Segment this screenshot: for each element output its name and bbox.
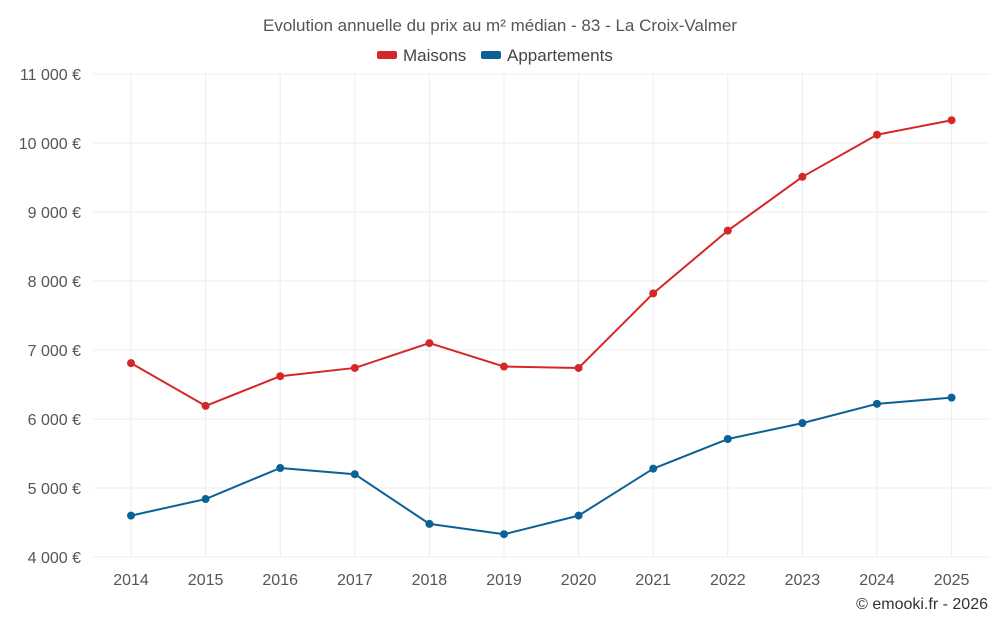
data-point-appartements[interactable] (947, 393, 956, 402)
data-point-maisons[interactable] (201, 401, 210, 410)
data-point-appartements[interactable] (276, 463, 285, 472)
data-point-appartements[interactable] (500, 530, 508, 539)
y-tick-label: 9 000 € (28, 205, 81, 222)
x-tick-label: 2015 (188, 572, 224, 589)
x-axis: 2014 2015 2016 2017 2018 2019 2020 2021 2022 2023… (113, 572, 969, 589)
x-tick-label: 2016 (262, 572, 298, 589)
legend-label-maisons[interactable]: Maisons (403, 46, 466, 65)
data-point-appartements[interactable] (798, 419, 807, 428)
data-point-appartements[interactable] (201, 495, 210, 504)
legend-swatch-appartements (481, 51, 501, 59)
x-tick-label: 2019 (486, 572, 522, 589)
data-point-appartements[interactable] (425, 519, 434, 528)
x-tick-label: 2025 (934, 572, 970, 589)
series-line-maisons (130, 119, 952, 407)
x-tick-label: 2023 (785, 572, 821, 589)
x-tick-label: 2022 (710, 572, 746, 589)
x-tick-label: 2021 (635, 572, 671, 589)
legend: Maisons Appartements (377, 46, 613, 65)
x-tick-label: 2020 (561, 572, 597, 589)
y-tick-label: 8 000 € (28, 274, 81, 291)
x-tick-label: 2014 (113, 572, 149, 589)
data-point-appartements[interactable] (127, 511, 135, 520)
y-axis: 4 000 € 5 000 € 6 000 € 7 000 € 8 000 € 9 000… (19, 67, 81, 567)
chart-title: Evolution annuelle du prix au m² médian … (263, 16, 737, 35)
data-point-maisons[interactable] (574, 363, 583, 372)
data-point-appartements[interactable] (350, 470, 359, 479)
x-tick-label: 2024 (859, 572, 895, 589)
y-tick-label: 11 000 € (20, 67, 81, 84)
y-tick-label: 4 000 € (28, 550, 81, 567)
data-point-maisons[interactable] (723, 226, 732, 235)
data-point-appartements[interactable] (574, 511, 583, 520)
y-tick-label: 6 000 € (28, 412, 81, 429)
y-tick-label: 7 000 € (28, 343, 81, 360)
data-point-appartements[interactable] (873, 399, 881, 408)
y-tick-label: 5 000 € (28, 481, 81, 498)
data-point-maisons[interactable] (350, 363, 359, 372)
y-tick-label: 10 000 € (19, 136, 81, 153)
data-point-maisons[interactable] (127, 359, 135, 368)
data-point-maisons[interactable] (947, 116, 956, 125)
data-point-maisons[interactable] (873, 130, 881, 139)
grid (93, 73, 990, 558)
series-line-appartements (130, 396, 952, 536)
data-point-appartements[interactable] (649, 464, 658, 473)
data-point-maisons[interactable] (649, 289, 658, 298)
credit-text: © emooki.fr - 2026 (856, 596, 988, 613)
data-point-maisons[interactable] (798, 172, 807, 181)
data-point-maisons[interactable] (276, 372, 285, 381)
x-tick-label: 2018 (412, 572, 448, 589)
data-point-maisons[interactable] (500, 362, 508, 371)
data-point-appartements[interactable] (723, 435, 732, 444)
data-point-maisons[interactable] (425, 339, 434, 348)
x-tick-label: 2017 (337, 572, 373, 589)
legend-label-appartements[interactable]: Appartements (507, 46, 613, 65)
legend-swatch-maisons (377, 51, 397, 59)
series-layer (127, 116, 956, 539)
